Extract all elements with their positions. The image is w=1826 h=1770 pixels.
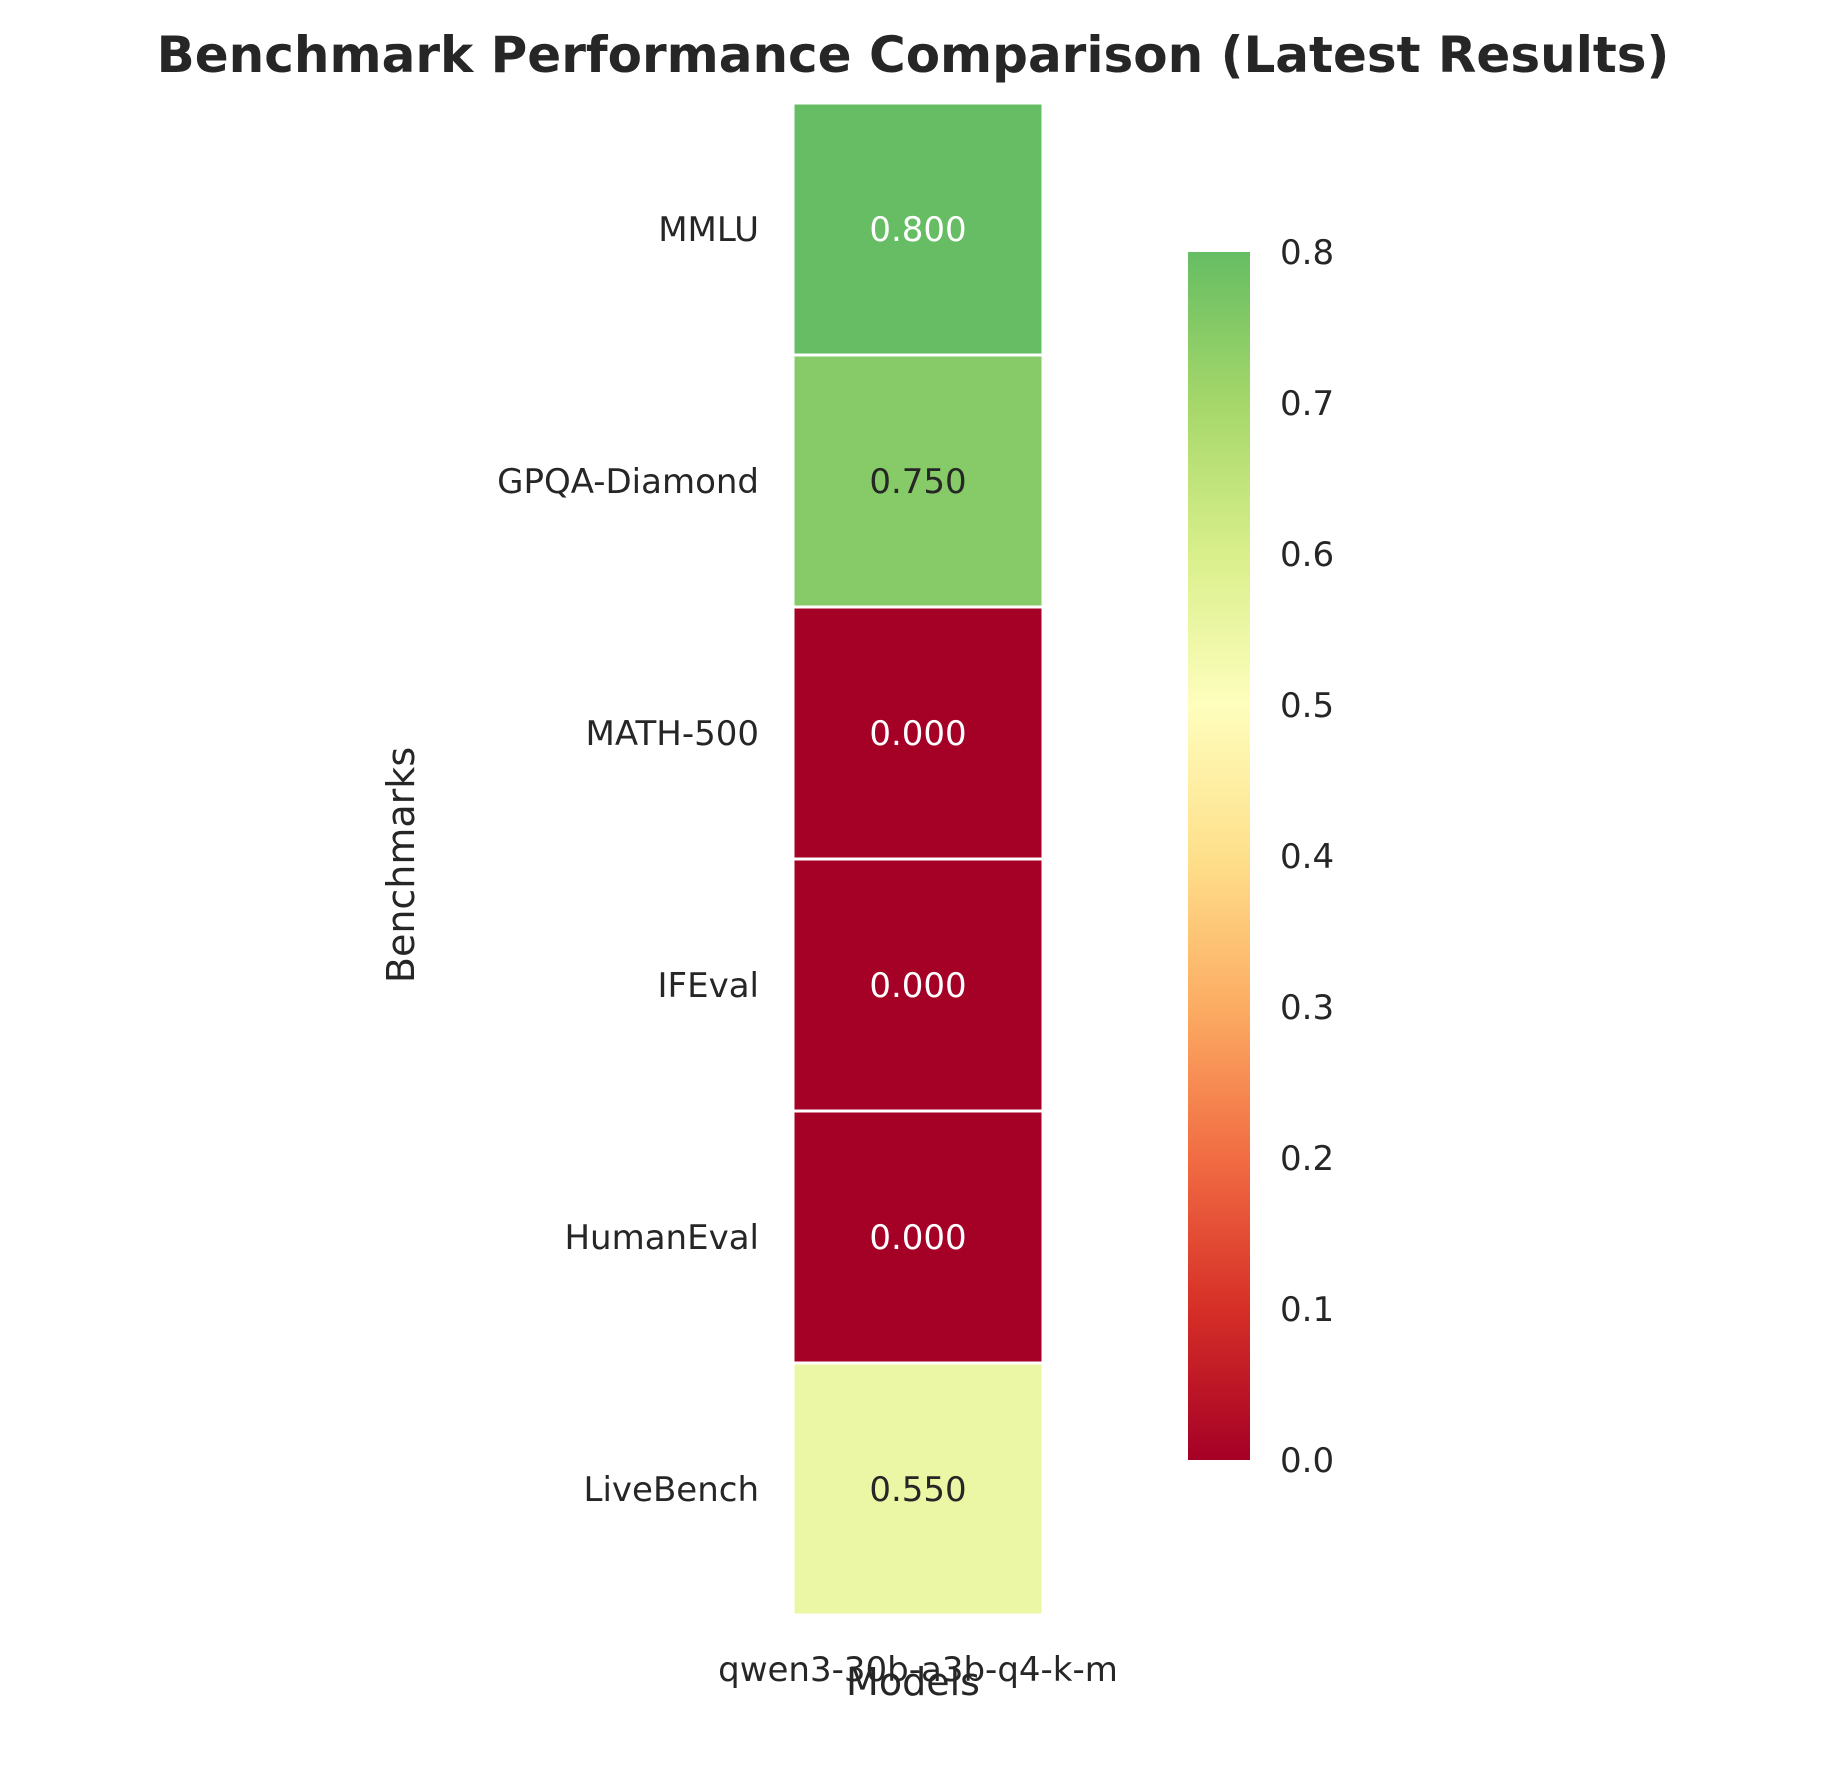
colorbar-tick-label: 0.8 — [1280, 233, 1334, 273]
heatmap-cells: 0.800 0.750 0.000 0.000 0.000 0.550 — [791, 101, 1045, 1617]
colorbar-tick-label: 0.7 — [1280, 384, 1334, 424]
colorbar-tick-label: 0.2 — [1280, 1139, 1334, 1179]
heatmap-cell — [791, 1361, 1045, 1617]
row-tick-label: MATH-500 — [586, 714, 759, 754]
colorbar-tick-label: 0.0 — [1280, 1441, 1334, 1481]
colorbar-tick-label: 0.4 — [1280, 837, 1334, 877]
colorbar-tick-label: 0.6 — [1280, 535, 1334, 575]
x-axis-label: Models — [846, 1660, 980, 1704]
colorbar-tick-label: 0.1 — [1280, 1290, 1334, 1330]
cell-value-label: 0.000 — [869, 1218, 966, 1258]
colorbar-tick-label: 0.3 — [1280, 988, 1334, 1028]
chart-title: Benchmark Performance Comparison (Latest… — [157, 26, 1670, 84]
cell-value-label: 0.750 — [869, 462, 966, 502]
heatmap-cell — [791, 1109, 1045, 1365]
row-tick-label: MMLU — [658, 210, 759, 250]
row-tick-label: LiveBench — [584, 1470, 759, 1510]
y-axis-label: Benchmarks — [379, 747, 423, 983]
column-tick-labels: qwen3-30b-a3b-q4-k-m — [718, 1650, 1118, 1690]
cell-value-label: 0.000 — [869, 966, 966, 1006]
row-tick-label: IFEval — [658, 966, 759, 1006]
cell-value-label: 0.000 — [869, 714, 966, 754]
cell-value-label: 0.800 — [869, 210, 966, 250]
colorbar-tick-label: 0.5 — [1280, 686, 1334, 726]
heatmap-cell — [791, 857, 1045, 1113]
colorbar-tick-labels: 0.0 0.1 0.2 0.3 0.4 0.5 0.6 0.7 0.8 — [1280, 233, 1334, 1481]
cell-value-label: 0.550 — [869, 1470, 966, 1510]
row-tick-labels: MMLU GPQA-Diamond MATH-500 IFEval HumanEval L… — [497, 210, 759, 1510]
row-tick-label: GPQA-Diamond — [497, 462, 759, 502]
colorbar — [1188, 252, 1250, 1460]
column-tick-label: qwen3-30b-a3b-q4-k-m — [718, 1650, 1118, 1690]
heatmap-cell — [791, 605, 1045, 861]
row-tick-label: HumanEval — [564, 1218, 759, 1258]
heatmap-cell — [791, 353, 1045, 609]
heatmap-cell — [791, 101, 1045, 357]
